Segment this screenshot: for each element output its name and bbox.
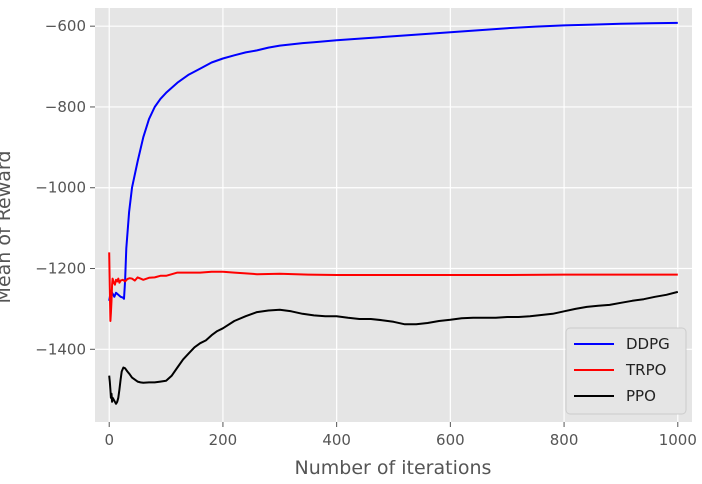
x-axis-ticks: 0 200 400 600 800 1000 (104, 422, 697, 449)
x-tick-label: 800 (550, 431, 579, 449)
x-tick-label: 600 (436, 431, 465, 449)
legend-box (565, 327, 687, 415)
y-axis-label: Mean of Reward (0, 151, 15, 304)
y-tick-label: −1000 (35, 179, 86, 197)
legend-label-trpo: TRPO (625, 361, 666, 379)
x-tick-label: 0 (104, 431, 114, 449)
series-line-ddpg (108, 21, 678, 301)
series-lines (108, 21, 679, 405)
x-tick-label: 200 (209, 431, 238, 449)
legend-label-ppo: PPO (626, 387, 656, 405)
y-tick-label: −800 (45, 98, 86, 116)
y-axis-ticks: −1400 −1200 −1000 −800 −600 (35, 17, 95, 358)
x-axis-label: Number of iterations (295, 457, 492, 479)
y-tick-label: −1200 (35, 260, 86, 278)
legend: DDPG TRPO PPO (565, 327, 687, 415)
series-line-ppo (108, 290, 679, 405)
y-tick-label: −1400 (35, 340, 86, 358)
legend-label-ddpg: DDPG (626, 335, 670, 353)
x-tick-label: 1000 (659, 431, 697, 449)
x-tick-label: 400 (322, 431, 351, 449)
grid (95, 8, 692, 422)
y-tick-label: −600 (45, 17, 86, 35)
series-line-trpo (108, 252, 678, 322)
